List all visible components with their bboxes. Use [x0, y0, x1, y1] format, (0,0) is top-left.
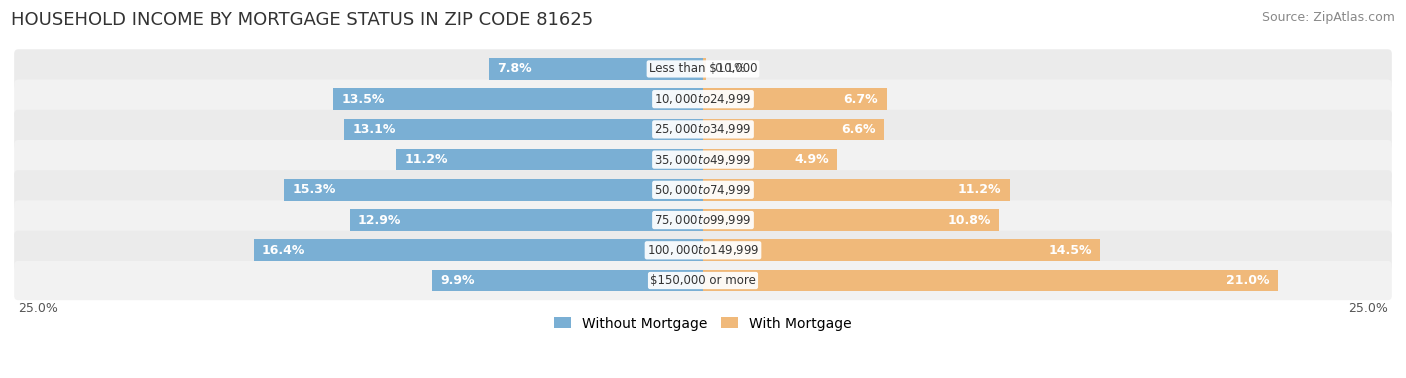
FancyBboxPatch shape — [14, 110, 1392, 149]
Bar — [703, 209, 998, 231]
Text: 16.4%: 16.4% — [262, 244, 305, 257]
Text: Less than $10,000: Less than $10,000 — [648, 62, 758, 76]
Text: 9.9%: 9.9% — [440, 274, 475, 287]
Bar — [703, 58, 706, 80]
Text: 6.7%: 6.7% — [844, 93, 879, 106]
FancyBboxPatch shape — [14, 231, 1392, 270]
FancyBboxPatch shape — [14, 200, 1392, 240]
Bar — [703, 118, 884, 140]
Text: 0.1%: 0.1% — [714, 62, 745, 76]
Text: 13.5%: 13.5% — [342, 93, 385, 106]
Text: 10.8%: 10.8% — [948, 214, 991, 226]
Bar — [703, 149, 837, 170]
Text: 15.3%: 15.3% — [292, 183, 336, 196]
Text: 11.2%: 11.2% — [957, 183, 1001, 196]
Text: 13.1%: 13.1% — [353, 123, 396, 136]
Bar — [344, 118, 703, 140]
Text: 14.5%: 14.5% — [1049, 244, 1092, 257]
Bar — [396, 149, 703, 170]
Bar — [703, 270, 1278, 291]
Bar — [703, 179, 1010, 201]
Text: 25.0%: 25.0% — [18, 302, 58, 314]
FancyBboxPatch shape — [14, 79, 1392, 119]
Text: Source: ZipAtlas.com: Source: ZipAtlas.com — [1261, 11, 1395, 24]
Bar — [703, 239, 1099, 261]
Text: $25,000 to $34,999: $25,000 to $34,999 — [654, 122, 752, 136]
Bar — [333, 88, 703, 110]
Text: 12.9%: 12.9% — [359, 214, 401, 226]
Bar — [350, 209, 703, 231]
Text: $10,000 to $24,999: $10,000 to $24,999 — [654, 92, 752, 106]
Bar — [703, 88, 887, 110]
Bar — [254, 239, 703, 261]
FancyBboxPatch shape — [14, 49, 1392, 88]
Text: $35,000 to $49,999: $35,000 to $49,999 — [654, 153, 752, 167]
Text: 4.9%: 4.9% — [794, 153, 830, 166]
Text: 25.0%: 25.0% — [1348, 302, 1388, 314]
Bar — [284, 179, 703, 201]
Bar — [489, 58, 703, 80]
Text: $100,000 to $149,999: $100,000 to $149,999 — [647, 243, 759, 257]
Text: $50,000 to $74,999: $50,000 to $74,999 — [654, 183, 752, 197]
Text: 11.2%: 11.2% — [405, 153, 449, 166]
Text: $150,000 or more: $150,000 or more — [650, 274, 756, 287]
Bar — [432, 270, 703, 291]
FancyBboxPatch shape — [14, 170, 1392, 209]
Text: 6.6%: 6.6% — [841, 123, 876, 136]
Text: 21.0%: 21.0% — [1226, 274, 1270, 287]
FancyBboxPatch shape — [14, 140, 1392, 179]
Text: 7.8%: 7.8% — [498, 62, 533, 76]
Legend: Without Mortgage, With Mortgage: Without Mortgage, With Mortgage — [548, 311, 858, 336]
Text: HOUSEHOLD INCOME BY MORTGAGE STATUS IN ZIP CODE 81625: HOUSEHOLD INCOME BY MORTGAGE STATUS IN Z… — [11, 11, 593, 29]
FancyBboxPatch shape — [14, 261, 1392, 300]
Text: $75,000 to $99,999: $75,000 to $99,999 — [654, 213, 752, 227]
